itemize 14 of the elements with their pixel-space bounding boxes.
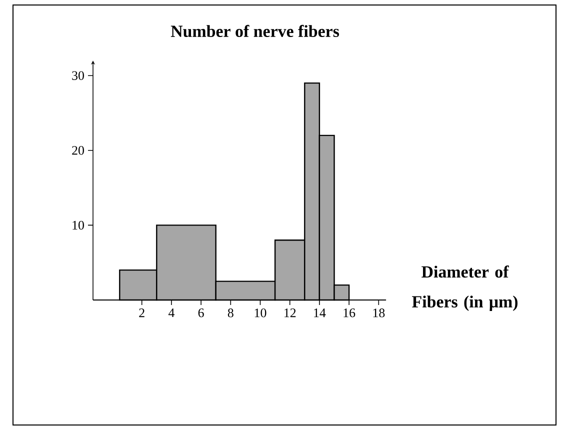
- chart-title: Number of nerve fibers: [170, 24, 340, 38]
- x-tick-label: 16: [344, 308, 356, 318]
- x-axis-title: Diameter of Fibers (in μm): [412, 266, 518, 311]
- x-tick-label: 8: [228, 308, 234, 318]
- x-tick-label: 18: [373, 308, 385, 318]
- x-tick-label: 10: [254, 308, 266, 318]
- y-tick-label: 30: [72, 71, 84, 80]
- x-tick-label: 6: [198, 308, 204, 318]
- y-tick-label: 20: [72, 146, 84, 155]
- x-tick-label: 12: [284, 308, 296, 318]
- y-tick-label: 10: [72, 220, 84, 230]
- x-tick-label: 14: [314, 308, 326, 318]
- x-tick-label: 2: [139, 308, 144, 318]
- x-tick-label: 4: [168, 308, 174, 318]
